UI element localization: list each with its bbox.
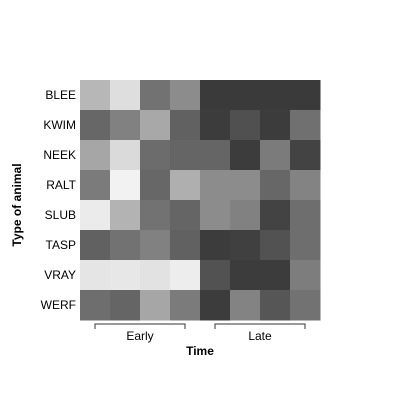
- heatmap-cell-slub-5: [230, 200, 261, 231]
- row-label-neek: NEEK: [43, 148, 76, 162]
- heatmap-cell-ralt-3: [170, 170, 201, 201]
- row-label-blee: BLEE: [45, 88, 76, 102]
- heatmap-cell-werf-5: [230, 290, 261, 321]
- heatmap-cell-ralt-6: [260, 170, 291, 201]
- heatmap-cell-vray-5: [230, 260, 261, 291]
- heatmap-cell-blee-5: [230, 80, 261, 111]
- heatmap-cell-tasp-0: [80, 230, 111, 261]
- x-group-label-late: Late: [248, 329, 272, 343]
- heatmap-cell-werf-2: [140, 290, 171, 321]
- row-label-slub: SLUB: [45, 208, 76, 222]
- heatmap-cell-blee-6: [260, 80, 291, 111]
- x-group-label-early: Early: [126, 329, 153, 343]
- row-label-tasp: TASP: [46, 238, 76, 252]
- heatmap-cell-kwim-1: [110, 110, 141, 141]
- heatmap-cell-slub-1: [110, 200, 141, 231]
- heatmap-cell-vray-7: [290, 260, 321, 291]
- heatmap-cell-werf-3: [170, 290, 201, 321]
- heatmap-cell-vray-6: [260, 260, 291, 291]
- heatmap-cell-werf-7: [290, 290, 321, 321]
- heatmap-cell-tasp-1: [110, 230, 141, 261]
- heatmap-cell-neek-6: [260, 140, 291, 171]
- heatmap-cell-kwim-5: [230, 110, 261, 141]
- heatmap-cell-neek-0: [80, 140, 111, 171]
- heatmap-cell-kwim-6: [260, 110, 291, 141]
- heatmap-cell-vray-3: [170, 260, 201, 291]
- heatmap-cell-tasp-7: [290, 230, 321, 261]
- heatmap-cell-neek-7: [290, 140, 321, 171]
- x-group-bracket-early: [94, 323, 186, 329]
- heatmap-cell-neek-3: [170, 140, 201, 171]
- heatmap-cell-vray-2: [140, 260, 171, 291]
- heatmap-cell-neek-5: [230, 140, 261, 171]
- heatmap-cell-tasp-2: [140, 230, 171, 261]
- heatmap-cell-neek-1: [110, 140, 141, 171]
- heatmap-cell-slub-7: [290, 200, 321, 231]
- heatmap-cell-blee-4: [200, 80, 231, 111]
- heatmap-cell-blee-1: [110, 80, 141, 111]
- heatmap-cell-tasp-3: [170, 230, 201, 261]
- heatmap-cell-slub-3: [170, 200, 201, 231]
- row-label-vray: VRAY: [44, 268, 76, 282]
- heatmap-cell-kwim-4: [200, 110, 231, 141]
- heatmap-cell-kwim-2: [140, 110, 171, 141]
- heatmap-cell-blee-7: [290, 80, 321, 111]
- heatmap-cell-ralt-2: [140, 170, 171, 201]
- heatmap-cell-kwim-0: [80, 110, 111, 141]
- heatmap-cell-tasp-5: [230, 230, 261, 261]
- heatmap-cell-neek-4: [200, 140, 231, 171]
- heatmap-cell-werf-6: [260, 290, 291, 321]
- heatmap-cell-vray-1: [110, 260, 141, 291]
- heatmap-cell-tasp-4: [200, 230, 231, 261]
- heatmap-cell-neek-2: [140, 140, 171, 171]
- heatmap-cell-ralt-5: [230, 170, 261, 201]
- heatmap-cell-werf-1: [110, 290, 141, 321]
- heatmap-cell-slub-6: [260, 200, 291, 231]
- row-label-kwim: KWIM: [43, 118, 76, 132]
- heatmap-cell-werf-0: [80, 290, 111, 321]
- x-group-bracket-late: [214, 323, 306, 329]
- heatmap-cell-kwim-3: [170, 110, 201, 141]
- heatmap-cell-werf-4: [200, 290, 231, 321]
- heatmap-cells: [80, 80, 321, 321]
- x-group-brackets: Early Late: [94, 323, 306, 343]
- heatmap-cell-ralt-1: [110, 170, 141, 201]
- heatmap-cell-blee-2: [140, 80, 171, 111]
- heatmap-cell-ralt-0: [80, 170, 111, 201]
- heatmap-cell-blee-0: [80, 80, 111, 111]
- heatmap-cell-blee-3: [170, 80, 201, 111]
- heatmap-cell-ralt-7: [290, 170, 321, 201]
- heatmap-cell-vray-4: [200, 260, 231, 291]
- heatmap-cell-slub-0: [80, 200, 111, 231]
- row-labels: BLEE KWIM NEEK RALT SLUB TASP VRAY WERF: [41, 88, 77, 312]
- heatmap-cell-slub-2: [140, 200, 171, 231]
- heatmap-cell-slub-4: [200, 200, 231, 231]
- heatmap-cell-kwim-7: [290, 110, 321, 141]
- x-axis-label: Time: [186, 344, 214, 358]
- row-label-werf: WERF: [41, 298, 76, 312]
- heatmap-cell-vray-0: [80, 260, 111, 291]
- row-label-ralt: RALT: [46, 178, 76, 192]
- y-axis-label: Type of animal: [10, 163, 24, 246]
- heatmap-cell-tasp-6: [260, 230, 291, 261]
- heatmap-cell-ralt-4: [200, 170, 231, 201]
